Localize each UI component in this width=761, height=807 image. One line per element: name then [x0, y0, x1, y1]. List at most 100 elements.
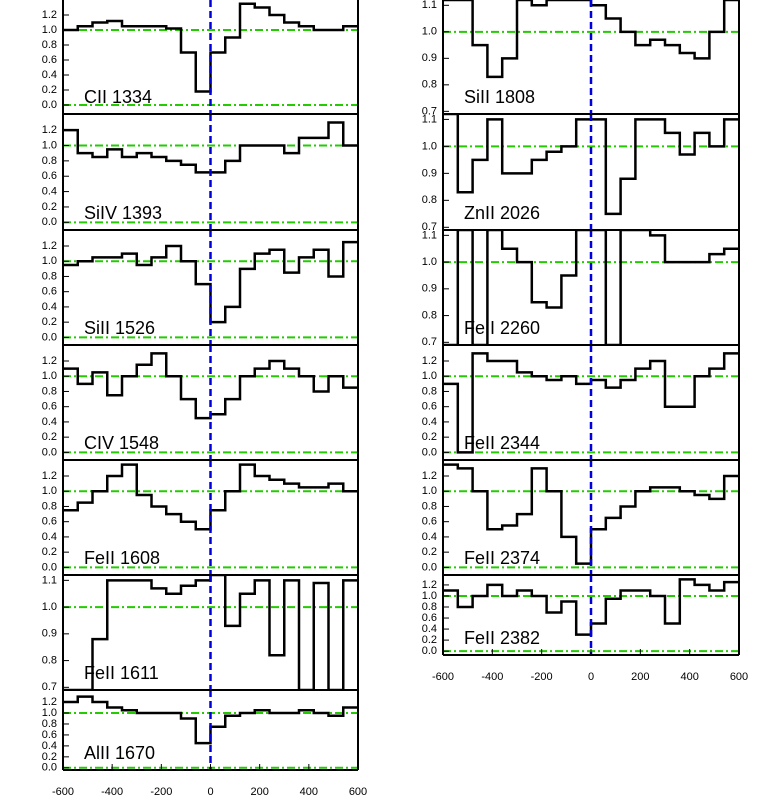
panel: 0.0 0.2 0.4 0.6 0.8 1.0 1.2 CIV 1548: [42, 344, 359, 461]
y-tick-label: 1.0: [42, 139, 57, 151]
panel-title: CIV 1548: [84, 433, 159, 453]
panel: 0.7 0.8 0.9 1.0 1.1 SiII 1808: [422, 0, 740, 117]
y-tick-label: 0.2: [422, 634, 437, 646]
spectrum: [63, 121, 358, 174]
panel-title: SiII 1526: [84, 318, 155, 338]
plot-area: [63, 230, 358, 345]
panel-title: SiIV 1393: [84, 203, 162, 223]
y-tick-label: 0.8: [42, 270, 57, 282]
y-tick-label: 1.0: [422, 140, 437, 152]
y-tick-label: 0.8: [42, 385, 57, 397]
y-tick-label: 0.6: [422, 612, 437, 624]
y-tick-label: 0.8: [422, 194, 437, 206]
y-tick-label: 0.8: [42, 155, 57, 167]
y-tick-label: 0.6: [42, 286, 57, 298]
y-tick-label: 1.2: [42, 240, 57, 252]
panel: 0.0 0.2 0.4 0.6 0.8 1.0 1.2 FeII 1608: [42, 459, 359, 576]
x-tick-label: -400: [481, 671, 503, 683]
y-tick-label: 1.0: [42, 601, 57, 613]
y-tick-label: 0.2: [42, 431, 57, 443]
y-tick-label: 0.6: [422, 516, 437, 528]
y-tick-label: 0.0: [42, 762, 57, 774]
y-tick-label: 0.6: [42, 401, 57, 413]
y-tick-label: 0.8: [42, 500, 57, 512]
y-tick-label: 1.0: [42, 24, 57, 36]
y-tick-label: 0.0: [42, 446, 57, 458]
y-tick-label: 0.6: [42, 54, 57, 66]
plot-area: [63, 345, 358, 460]
y-tick-label: 1.2: [42, 355, 57, 367]
x-tick-label: 600: [730, 671, 748, 683]
panel-title: FeII 2260: [464, 318, 540, 338]
x-tick-label: -200: [150, 786, 172, 798]
plot-area: [443, 345, 739, 460]
y-tick-label: 0.4: [42, 416, 57, 428]
y-tick-label: 0.0: [42, 216, 57, 228]
y-tick-label: 1.0: [422, 370, 437, 382]
y-tick-label: 0.4: [422, 531, 437, 543]
y-tick-label: 0.2: [422, 431, 437, 443]
y-tick-label: 1.2: [422, 355, 437, 367]
y-tick-label: 0.0: [422, 645, 437, 657]
y-tick-label: 0.9: [422, 52, 437, 64]
y-tick-label: 0.9: [422, 283, 437, 295]
y-tick-label: 0.8: [422, 385, 437, 397]
y-tick-label: 1.0: [42, 370, 57, 382]
y-tick-label: 1.2: [42, 9, 57, 21]
y-tick-label: 0.8: [42, 718, 57, 730]
y-tick-label: 0.4: [422, 623, 437, 635]
y-tick-label: 0.0: [422, 446, 437, 458]
y-tick-label: 0.0: [42, 561, 57, 573]
y-tick-label: 1.0: [42, 485, 57, 497]
y-tick-label: 0.4: [42, 185, 57, 197]
y-tick-label: 1.0: [42, 707, 57, 719]
panel-title: FeII 1608: [84, 548, 160, 568]
x-tick-label: -400: [101, 786, 123, 798]
x-tick-label: 0: [207, 786, 213, 798]
spectrum: [63, 575, 358, 690]
plot-area: [443, 114, 739, 230]
y-tick-label: 1.1: [422, 0, 437, 11]
panel: 0.0 0.2 0.4 0.6 0.8 1.0 1.2 SiIV 1393: [42, 113, 359, 231]
y-tick-label: 1.1: [422, 229, 437, 241]
panel-title: FeII 2382: [464, 628, 540, 648]
y-tick-label: 1.0: [422, 256, 437, 268]
x-tick-label: -200: [531, 671, 553, 683]
spectrum: [63, 2, 358, 93]
y-tick-label: 0.4: [42, 531, 57, 543]
panel: 0.0 0.2 0.4 0.6 0.8 1.0 1.2 FeII 2344: [422, 344, 740, 461]
spectrum: [443, 230, 739, 345]
panel: 0.0 0.2 0.4 0.6 0.8 1.0 1.2 FeII 2374: [422, 459, 740, 576]
y-tick-label: 0.2: [422, 546, 437, 558]
plot-area: [63, 575, 358, 690]
panel: 0.7 0.8 0.9 1.0 1.1 FeII 2260: [422, 229, 740, 348]
panel: 0.00.20.40.60.81.01.2 -600 -400 -200 0 200 400…: [422, 574, 748, 683]
x-tick-label: -600: [52, 786, 74, 798]
panel: 0.0 0.2 0.4 0.6 0.8 1.0 1.2 CII 1334: [42, 0, 359, 115]
y-tick-label: 0.7: [422, 336, 437, 348]
y-tick-label: 1.0: [422, 26, 437, 38]
y-tick-label: 1.2: [422, 579, 437, 591]
plot-area: [63, 460, 358, 575]
y-tick-label: 0.7: [42, 681, 57, 693]
y-tick-label: 0.0: [42, 99, 57, 111]
x-tick-label: 0: [588, 671, 594, 683]
y-tick-label: 0.6: [422, 401, 437, 413]
panel-title: ZnII 2026: [464, 203, 540, 223]
y-tick-label: 1.0: [42, 255, 57, 267]
y-tick-label: 0.9: [42, 628, 57, 640]
panel: 0.0 0.2 0.4 0.6 0.8 1.0 1.2 SiII 1526: [42, 229, 359, 346]
plot-area: [443, 0, 739, 114]
panel-title: FeII 2344: [464, 433, 540, 453]
plot-area: [63, 0, 358, 114]
panel-title: AlII 1670: [84, 743, 155, 763]
y-tick-label: 0.6: [42, 170, 57, 182]
y-tick-label: 0.6: [42, 729, 57, 741]
plot-area: [443, 230, 739, 345]
plot-area: [443, 460, 739, 575]
y-tick-label: 0.8: [422, 601, 437, 613]
y-tick-label: 0.0: [42, 331, 57, 343]
panel-title: FeII 1611: [84, 663, 159, 683]
y-tick-label: 1.2: [422, 470, 437, 482]
panel: 0.00.20.40.60.81.01.2 -600 -400 -200 0 200 400…: [42, 689, 367, 798]
